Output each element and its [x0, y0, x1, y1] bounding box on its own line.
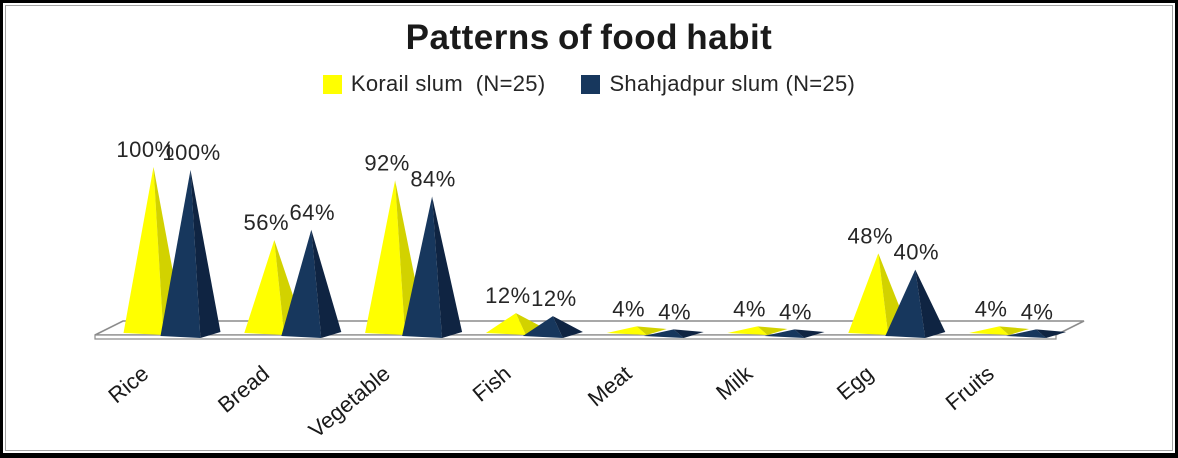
svg-text:4%: 4%	[975, 296, 1008, 321]
svg-text:4%: 4%	[658, 299, 691, 324]
chart-title: Patterns of food habit	[405, 18, 773, 57]
legend-item-korail-slum: Korail slum (N=25)	[322, 71, 546, 97]
category-label: Fruits	[941, 361, 999, 416]
legend-label-korail-slum: Korail slum (N=25)	[350, 71, 546, 96]
svg-text:84%: 84%	[410, 167, 456, 192]
category-label: Vegetable	[304, 361, 395, 443]
chart-area: Patterns of food habit Korail slum (N=25…	[5, 5, 1173, 451]
legend-swatch-korail-slum	[322, 74, 342, 94]
category-label: Fish	[468, 361, 516, 407]
svg-text:48%: 48%	[848, 223, 894, 248]
legend-label-shahjadpur-slum: Shahjadpur slum (N=25)	[609, 71, 856, 96]
svg-text:100%: 100%	[162, 140, 220, 165]
legend-item-shahjadpur-slum: Shahjadpur slum (N=25)	[581, 71, 855, 97]
svg-text:56%: 56%	[244, 210, 290, 235]
svg-text:12%: 12%	[531, 286, 577, 311]
svg-text:4%: 4%	[1021, 299, 1054, 324]
category-label: Egg	[832, 361, 878, 405]
svg-text:4%: 4%	[612, 296, 645, 321]
svg-text:64%: 64%	[290, 200, 336, 225]
svg-text:4%: 4%	[779, 299, 812, 324]
svg-text:4%: 4%	[733, 296, 766, 321]
category-label: Bread	[213, 361, 274, 418]
category-label: Meat	[583, 361, 637, 412]
legend-swatch-shahjadpur-slum	[581, 74, 601, 94]
svg-text:100%: 100%	[116, 137, 174, 162]
category-label: Milk	[711, 360, 758, 405]
chart-legend: Korail slum (N=25) Shahjadpur slum (N=25…	[6, 71, 1172, 97]
chart-canvas: 100%100% Rice 56% 64% Bread 92%84% Vegetable 12…	[94, 137, 1085, 443]
category-label: Rice	[103, 361, 153, 408]
svg-text:12%: 12%	[485, 283, 531, 308]
svg-text:40%: 40%	[894, 240, 940, 265]
svg-text:92%: 92%	[364, 150, 410, 175]
